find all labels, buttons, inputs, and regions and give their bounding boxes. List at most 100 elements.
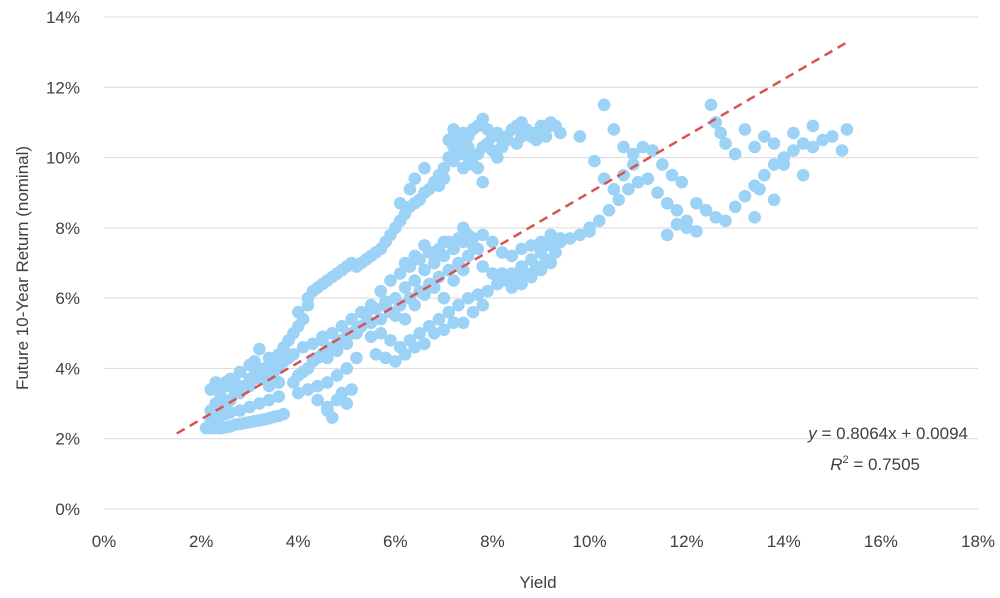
data-point: [461, 228, 475, 242]
x-tick-label: 4%: [286, 532, 311, 551]
data-point: [335, 386, 349, 400]
y-axis-tick-labels: 0% 2% 4% 6% 8% 10% 12% 14%: [46, 8, 80, 519]
data-point: [675, 175, 689, 189]
data-point: [296, 341, 310, 354]
data-point: [656, 158, 669, 171]
data-point: [622, 182, 635, 196]
data-point: [301, 383, 315, 396]
data-point: [452, 147, 465, 161]
y-tick-label: 0%: [55, 500, 80, 519]
data-point: [588, 154, 601, 168]
data-point: [350, 351, 363, 365]
data-point: [461, 291, 475, 305]
data-point: [219, 379, 232, 393]
data-point: [447, 274, 460, 287]
data-point: [408, 274, 422, 287]
x-tick-label: 8%: [480, 532, 505, 551]
data-point: [335, 319, 349, 333]
data-point: [418, 288, 431, 301]
data-point: [670, 218, 684, 231]
data-point: [787, 126, 800, 140]
data-point: [437, 172, 451, 185]
data-point: [665, 168, 679, 182]
data-point: [646, 144, 659, 157]
y-tick-label: 4%: [55, 359, 80, 378]
data-point: [491, 151, 504, 164]
y-tick-label: 2%: [55, 430, 80, 449]
data-point: [209, 376, 222, 389]
data-point: [719, 137, 732, 150]
scatter-points: [199, 98, 854, 435]
x-axis-title: Yield: [519, 573, 556, 592]
data-point: [515, 260, 528, 273]
data-point: [340, 397, 354, 410]
data-point: [432, 242, 446, 256]
data-point: [345, 383, 358, 396]
data-point: [437, 323, 451, 337]
data-point: [311, 379, 324, 393]
data-point: [408, 341, 422, 354]
data-point: [486, 267, 499, 280]
data-point: [777, 158, 791, 171]
data-point: [709, 211, 723, 224]
data-point: [262, 379, 276, 393]
data-point: [437, 291, 451, 305]
data-point: [617, 140, 630, 154]
data-point: [738, 123, 752, 136]
data-point: [767, 158, 781, 171]
data-point: [277, 407, 290, 421]
data-point: [350, 326, 363, 340]
data-point: [500, 133, 514, 147]
x-tick-label: 10%: [573, 532, 607, 551]
data-point: [505, 249, 519, 263]
data-point: [728, 147, 742, 161]
data-point: [495, 267, 509, 280]
y-tick-label: 6%: [55, 289, 80, 308]
data-point: [607, 123, 621, 136]
x-tick-label: 12%: [670, 532, 704, 551]
data-point: [243, 379, 256, 393]
data-point: [534, 235, 548, 249]
data-point: [529, 133, 543, 147]
data-point: [321, 400, 334, 414]
data-point: [321, 351, 334, 365]
data-point: [432, 270, 446, 284]
data-point: [457, 161, 470, 175]
data-point: [816, 133, 829, 147]
data-point: [524, 253, 538, 266]
data-point: [767, 137, 781, 150]
data-point: [641, 172, 655, 185]
data-point: [728, 200, 742, 214]
data-point: [291, 386, 305, 400]
data-point: [563, 232, 577, 245]
data-point: [515, 277, 528, 291]
data-point: [427, 281, 441, 294]
data-point: [554, 235, 567, 249]
equation-variable: y: [807, 424, 818, 443]
data-point: [437, 161, 451, 175]
data-point: [486, 235, 499, 249]
data-point: [447, 316, 460, 330]
data-point: [690, 196, 703, 210]
data-point: [209, 414, 222, 428]
data-point: [398, 312, 412, 326]
data-point: [583, 225, 596, 238]
data-point: [476, 175, 490, 189]
data-point: [262, 393, 276, 407]
data-point: [442, 133, 456, 147]
data-point: [384, 334, 397, 347]
x-tick-label: 14%: [767, 532, 801, 551]
y-tick-label: 8%: [55, 219, 80, 238]
data-point: [427, 326, 441, 340]
data-point: [272, 390, 286, 403]
data-point: [670, 203, 684, 217]
data-point: [374, 326, 388, 340]
y-tick-label: 14%: [46, 8, 80, 27]
data-point: [228, 376, 242, 389]
data-point: [544, 256, 558, 270]
data-point: [408, 298, 422, 312]
data-point: [379, 351, 392, 365]
data-point: [325, 411, 339, 424]
data-point: [806, 119, 820, 133]
